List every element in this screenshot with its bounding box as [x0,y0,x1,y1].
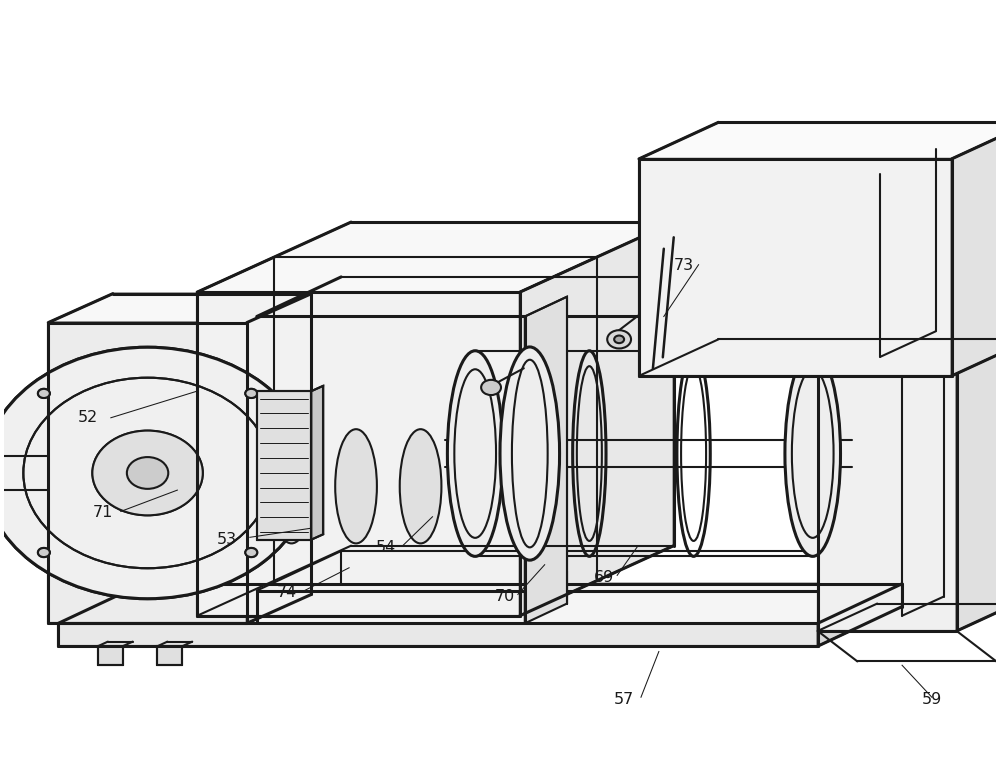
Polygon shape [58,624,818,647]
Polygon shape [48,294,311,323]
Polygon shape [197,222,674,292]
Polygon shape [98,647,123,665]
Ellipse shape [245,548,257,557]
Ellipse shape [0,347,311,599]
Ellipse shape [614,335,624,343]
Polygon shape [257,391,311,540]
Ellipse shape [0,347,311,599]
Polygon shape [247,294,311,624]
Ellipse shape [245,548,257,557]
Polygon shape [525,297,567,624]
Ellipse shape [38,389,50,398]
Ellipse shape [38,389,50,398]
Ellipse shape [481,380,501,395]
Ellipse shape [38,548,50,557]
Ellipse shape [0,415,315,532]
Polygon shape [952,122,1000,376]
Text: 57: 57 [614,692,634,707]
Polygon shape [197,292,520,616]
Polygon shape [639,122,1000,159]
Ellipse shape [127,457,168,489]
Text: 53: 53 [217,532,237,547]
Polygon shape [639,159,952,376]
Ellipse shape [785,351,841,556]
Text: 73: 73 [674,258,694,273]
Text: 54: 54 [376,540,396,555]
Ellipse shape [335,430,377,543]
Polygon shape [48,323,247,624]
Text: 52: 52 [78,410,98,425]
Ellipse shape [447,351,503,556]
Ellipse shape [92,430,203,515]
Ellipse shape [38,548,50,557]
Ellipse shape [500,347,560,560]
Ellipse shape [271,430,312,543]
Text: 71: 71 [93,505,113,521]
Polygon shape [520,222,674,616]
Polygon shape [0,456,48,489]
Ellipse shape [400,430,441,543]
Polygon shape [311,386,323,540]
Text: 69: 69 [594,570,614,585]
Ellipse shape [127,457,168,489]
Polygon shape [818,584,902,647]
Polygon shape [818,288,1000,315]
Ellipse shape [245,389,257,398]
Ellipse shape [245,389,257,398]
Ellipse shape [607,331,631,348]
Text: 59: 59 [922,692,942,707]
Polygon shape [957,288,1000,631]
Text: 70: 70 [495,589,515,604]
Text: 74: 74 [276,585,297,601]
Polygon shape [157,647,182,665]
Polygon shape [818,315,957,631]
Polygon shape [58,584,902,624]
Ellipse shape [92,430,203,515]
